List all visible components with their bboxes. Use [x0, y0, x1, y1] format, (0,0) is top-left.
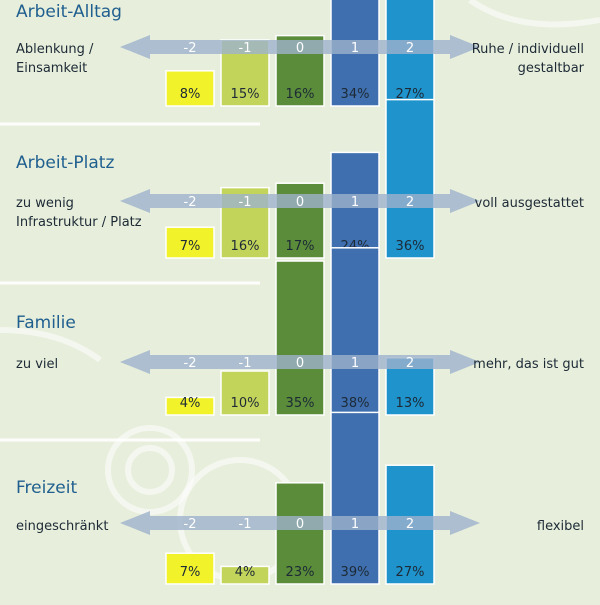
bar-value-label: 16% [286, 87, 315, 102]
decorative-circle [125, 445, 175, 495]
category-tick-label: 1 [351, 195, 359, 210]
category-tick-label: 2 [406, 517, 414, 532]
bar [165, 226, 215, 259]
scale-left-label: eingeschränkt [16, 519, 109, 534]
bar [275, 482, 325, 585]
bar-value-label: 17% [286, 239, 315, 254]
bar-chart-familie: 4% 10% 35% 38% 13% -2 -1 0 1 2 [120, 247, 480, 416]
bar [275, 260, 325, 416]
bar-value-label: 27% [396, 87, 425, 102]
scale-arrow [120, 511, 480, 535]
decorative-swirl [468, 0, 600, 28]
scale-left-label: zu viel [16, 357, 59, 372]
bar-value-label: 8% [180, 87, 201, 102]
bar-chart-arbeit-alltag: 8% 15% 16% 34% 27% -2 -1 0 1 2 [120, 0, 480, 107]
category-tick-label: 1 [351, 517, 359, 532]
chart-section-familie: 4% 10% 35% 38% 13% -2 -1 0 1 2 Familie zu viel me… [0, 247, 600, 447]
scale-right-label: voll ausgestattet [474, 196, 584, 211]
scale-left-label: zu wenig Infrastruktur / Platz [16, 196, 142, 230]
scale-left-label: Ablenkung / Einsamkeit [16, 42, 94, 76]
bar-value-label: 35% [286, 396, 315, 411]
bar [220, 370, 270, 416]
bar [165, 70, 215, 107]
bar [165, 552, 215, 585]
bar [220, 565, 270, 585]
category-tick-label: 1 [351, 356, 359, 371]
bar-value-label: 36% [396, 239, 425, 254]
bar [385, 98, 435, 259]
bar-chart-arbeit-platz: 7% 16% 17% 24% 36%-2 -1 0 1 2 [120, 98, 480, 259]
chart-section-arbeit-platz: 7% 16% 17% 24% 36% -2 -1 0 1 2 Arbeit-Platz zu we… [0, 98, 600, 290]
category-tick-label: -1 [239, 356, 252, 371]
chart-section-freizeit: 7% 4% 23% 39% 27% -2 -1 0 1 2 Freizeit eingeschrä… [0, 411, 600, 605]
scale-arrow [120, 35, 480, 59]
category-tick-label: 0 [296, 195, 304, 210]
category-tick-label: 0 [296, 41, 304, 56]
bar-value-label: 27% [396, 565, 425, 580]
bar-value-label: 15% [231, 87, 260, 102]
category-tick-label: 2 [406, 41, 414, 56]
category-tick-label: -2 [184, 356, 197, 371]
category-tick-label: 2 [406, 195, 414, 210]
category-tick-label: 0 [296, 356, 304, 371]
scale-arrow [120, 189, 480, 213]
chart-section-arbeit-alltag: 8% 15% 16% 34% 27% -2 -1 0 1 2 Arbeit-Alltag Able… [0, 0, 600, 140]
category-tick-label: -2 [184, 517, 197, 532]
bar-value-label: 16% [231, 239, 260, 254]
category-tick-label: 0 [296, 517, 304, 532]
bar-chart-freizeit: 7% 4% 23% 39% 27% -2 -1 0 1 2 [120, 411, 480, 585]
category-tick-label: -1 [239, 41, 252, 56]
category-tick-label: -2 [184, 41, 197, 56]
bar-value-label: 10% [231, 396, 260, 411]
chart-title: Arbeit-Alltag [16, 2, 122, 22]
chart-title: Freizeit [16, 478, 78, 498]
scale-right-label: Ruhe / individuell gestaltbar [471, 42, 584, 76]
bar-value-label: 4% [180, 396, 201, 411]
bar-value-label: 7% [180, 565, 201, 580]
scale-right-label: flexibel [536, 519, 584, 534]
category-tick-label: -2 [184, 195, 197, 210]
chart-title: Familie [16, 313, 76, 333]
bar-value-label: 4% [235, 565, 256, 580]
chart-title: Arbeit-Platz [16, 153, 115, 173]
scale-arrow [120, 350, 480, 374]
decorative-swirl [0, 327, 102, 363]
bar-value-label: 34% [341, 87, 370, 102]
bar [165, 396, 215, 416]
category-tick-label: 2 [406, 356, 414, 371]
scale-right-label: mehr, das ist gut [473, 357, 584, 372]
bar-value-label: 7% [180, 239, 201, 254]
category-tick-label: -1 [239, 195, 252, 210]
category-tick-label: -1 [239, 517, 252, 532]
bar [330, 247, 380, 416]
bar [330, 411, 380, 585]
bar-value-label: 39% [341, 565, 370, 580]
bar-value-label: 23% [286, 565, 315, 580]
category-tick-label: 1 [351, 41, 359, 56]
bar-value-label: 38% [341, 396, 370, 411]
bar-value-label: 13% [396, 396, 425, 411]
